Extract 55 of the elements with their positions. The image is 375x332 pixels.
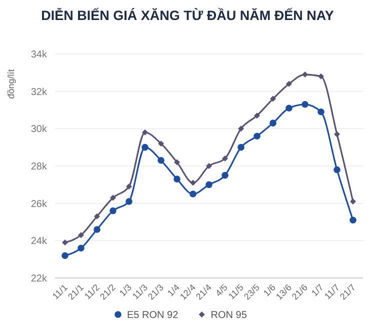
point [238,126,244,132]
x-tick-label: 11/1 [50,282,70,302]
point [318,73,324,80]
point [254,132,260,140]
point [94,213,100,220]
point [94,226,100,233]
y-tick-label: 28k [30,162,48,172]
y-tick-label: 22k [30,274,48,284]
point [238,144,244,151]
point [254,112,260,119]
point [222,172,228,179]
x-tick-label: 4/5 [213,282,230,298]
point [110,194,116,201]
point [142,129,148,136]
point [110,207,116,214]
point [78,244,84,252]
point [286,104,292,112]
point [334,166,340,174]
y-tick-label: 34k [30,50,48,60]
y-tick-label: 24k [30,236,48,248]
y-tick-label: 32k [30,86,48,98]
point [302,101,308,108]
point [270,120,276,126]
legend-label: RON 95 [210,310,248,321]
point [126,198,132,205]
point [270,96,276,102]
x-tick-label: 11/2 [82,282,102,302]
point [62,252,68,259]
point [318,108,324,116]
x-tick-label: 1/4 [165,282,182,298]
point [78,232,84,238]
point [190,190,196,198]
legend-label: E5 RON 92 [127,310,179,321]
y-axis-title: đồng/lít [6,68,16,99]
point [126,184,132,190]
point [302,72,308,78]
point [174,159,180,166]
point [158,157,164,164]
point [350,216,356,224]
point [174,176,180,182]
point [286,80,292,87]
chart-title: DIỄN BIẾN GIÁ XĂNG TỪ ĐẦU NĂM ĐẾN NAY [41,7,334,23]
point [206,163,212,169]
point [158,140,164,147]
point [334,131,340,138]
y-tick-label: 26k [30,198,48,210]
point [190,180,196,186]
point [222,156,228,162]
x-tick-label: 1/7 [309,282,326,298]
point [206,181,212,188]
point [142,144,148,151]
y-tick-label: 30k [30,124,48,136]
point [62,240,68,246]
x-tick-label: 1/6 [261,282,278,298]
point [350,198,356,204]
